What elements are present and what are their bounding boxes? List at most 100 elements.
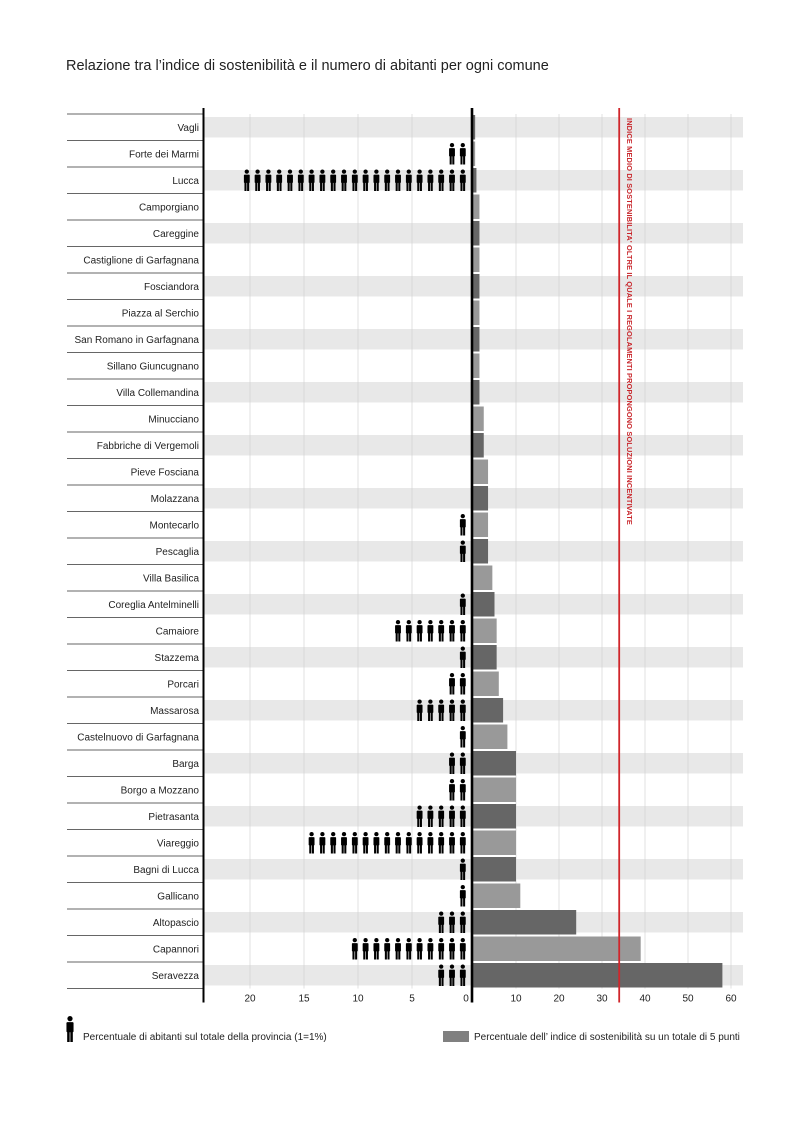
sustainability-bar xyxy=(473,645,497,670)
person-icon-partial xyxy=(387,620,391,642)
sustainability-bar xyxy=(473,433,484,458)
person-icon xyxy=(427,832,434,854)
population-mark xyxy=(344,938,466,960)
row-label: Pescaglia xyxy=(156,547,200,558)
row-label: Borgo a Mozzano xyxy=(121,785,200,796)
person-icon xyxy=(373,832,380,854)
population-mark xyxy=(449,779,466,801)
person-icon-partial xyxy=(463,461,466,483)
right-tick-label: 10 xyxy=(510,994,522,1005)
person-icon xyxy=(416,938,423,960)
gridlines xyxy=(249,114,732,989)
sustainability-bar xyxy=(473,936,641,961)
legend-person-icon xyxy=(66,1016,74,1042)
sustainability-bar xyxy=(473,698,504,723)
left-tick-label: 10 xyxy=(352,994,364,1005)
person-icon xyxy=(438,938,445,960)
sustainability-bar xyxy=(473,380,480,405)
row-label: San Romano in Garfagnana xyxy=(74,335,199,346)
left-tick-label: 5 xyxy=(409,994,415,1005)
row-label: Stazzema xyxy=(155,653,200,664)
person-icon xyxy=(438,832,445,854)
row-label: Villa Collemandina xyxy=(116,388,199,399)
sustainability-bar xyxy=(473,671,499,696)
row-label: Coreglia Antelminelli xyxy=(108,600,199,611)
population-mark xyxy=(452,726,466,748)
person-icon xyxy=(459,938,466,960)
population-mark xyxy=(449,143,466,165)
person-icon xyxy=(459,885,466,907)
row-label: Porcari xyxy=(167,679,199,690)
sustainability-bar xyxy=(473,247,480,272)
person-icon xyxy=(384,938,391,960)
population-mark xyxy=(462,567,466,589)
left-tick-label: 15 xyxy=(298,994,310,1005)
row-label: Gallicano xyxy=(157,891,199,902)
person-icon xyxy=(459,726,466,748)
population-mark xyxy=(463,408,466,430)
sustainability-bar xyxy=(473,830,516,855)
person-icon-partial xyxy=(300,832,304,854)
population-mark xyxy=(463,355,466,377)
sustainability-bar xyxy=(473,221,480,246)
row-label: Pietrasanta xyxy=(148,812,199,823)
sustainability-bar xyxy=(473,512,489,537)
person-icon xyxy=(459,514,466,536)
sustainability-bar xyxy=(473,565,493,590)
person-icon xyxy=(405,938,412,960)
person-icon xyxy=(449,938,455,960)
person-icon xyxy=(416,832,423,854)
chart-title: Relazione tra l’indice di sostenibilità … xyxy=(66,58,549,74)
row-label: Massarosa xyxy=(150,706,199,717)
sustainability-bar xyxy=(473,963,723,988)
person-icon xyxy=(351,832,358,854)
sustainability-bar xyxy=(473,327,480,352)
sustainability-bar xyxy=(473,539,489,564)
sustainability-bar xyxy=(473,777,516,802)
person-icon xyxy=(384,832,391,854)
right-tick-label: 30 xyxy=(596,994,608,1005)
row-label: Viareggio xyxy=(157,838,200,849)
sustainability-bar xyxy=(473,194,480,219)
person-icon xyxy=(459,620,466,642)
person-icon xyxy=(449,620,455,642)
sustainability-series xyxy=(473,115,723,988)
row-label: Barga xyxy=(172,759,199,770)
person-icon xyxy=(395,938,401,960)
row-label: Minucciano xyxy=(148,414,199,425)
person-icon-partial xyxy=(463,196,466,218)
person-icon xyxy=(449,673,455,695)
sustainability-bar xyxy=(473,274,480,299)
population-mark xyxy=(459,514,466,536)
row-labels: Vagli Forte dei Marmi Lucca Camporgiano Care… xyxy=(74,123,199,982)
row-label: Molazzana xyxy=(151,494,200,505)
left-tick-label: 20 xyxy=(244,994,256,1005)
population-mark xyxy=(463,461,466,483)
population-mark xyxy=(463,249,466,271)
population-mark xyxy=(300,832,466,854)
row-separators xyxy=(67,113,203,989)
sustainability-bar xyxy=(473,724,508,749)
person-icon-partial xyxy=(463,355,466,377)
person-icon xyxy=(330,832,337,854)
sustainability-bar xyxy=(473,459,489,484)
person-icon xyxy=(427,938,434,960)
sustainability-bar xyxy=(473,857,516,882)
reference-line-label: INDICE MEDIO DI SOSTENIBILITA' OLTRE IL … xyxy=(625,118,634,525)
person-icon xyxy=(373,938,380,960)
row-label: Vagli xyxy=(178,123,200,134)
row-label: Camporgiano xyxy=(139,202,199,213)
person-icon xyxy=(438,620,445,642)
row-label: Camaiore xyxy=(156,626,200,637)
person-icon xyxy=(449,832,455,854)
person-icon xyxy=(459,832,466,854)
person-icon xyxy=(395,620,401,642)
row-label: Piazza al Serchio xyxy=(122,308,200,319)
row-label: Sillano Giuncugnano xyxy=(107,361,200,372)
person-icon-partial xyxy=(463,249,466,271)
population-mark xyxy=(463,302,466,324)
right-tick-label: 20 xyxy=(553,994,565,1005)
sustainability-bar xyxy=(473,115,476,140)
person-icon xyxy=(449,143,455,165)
sustainability-bar xyxy=(473,910,577,935)
